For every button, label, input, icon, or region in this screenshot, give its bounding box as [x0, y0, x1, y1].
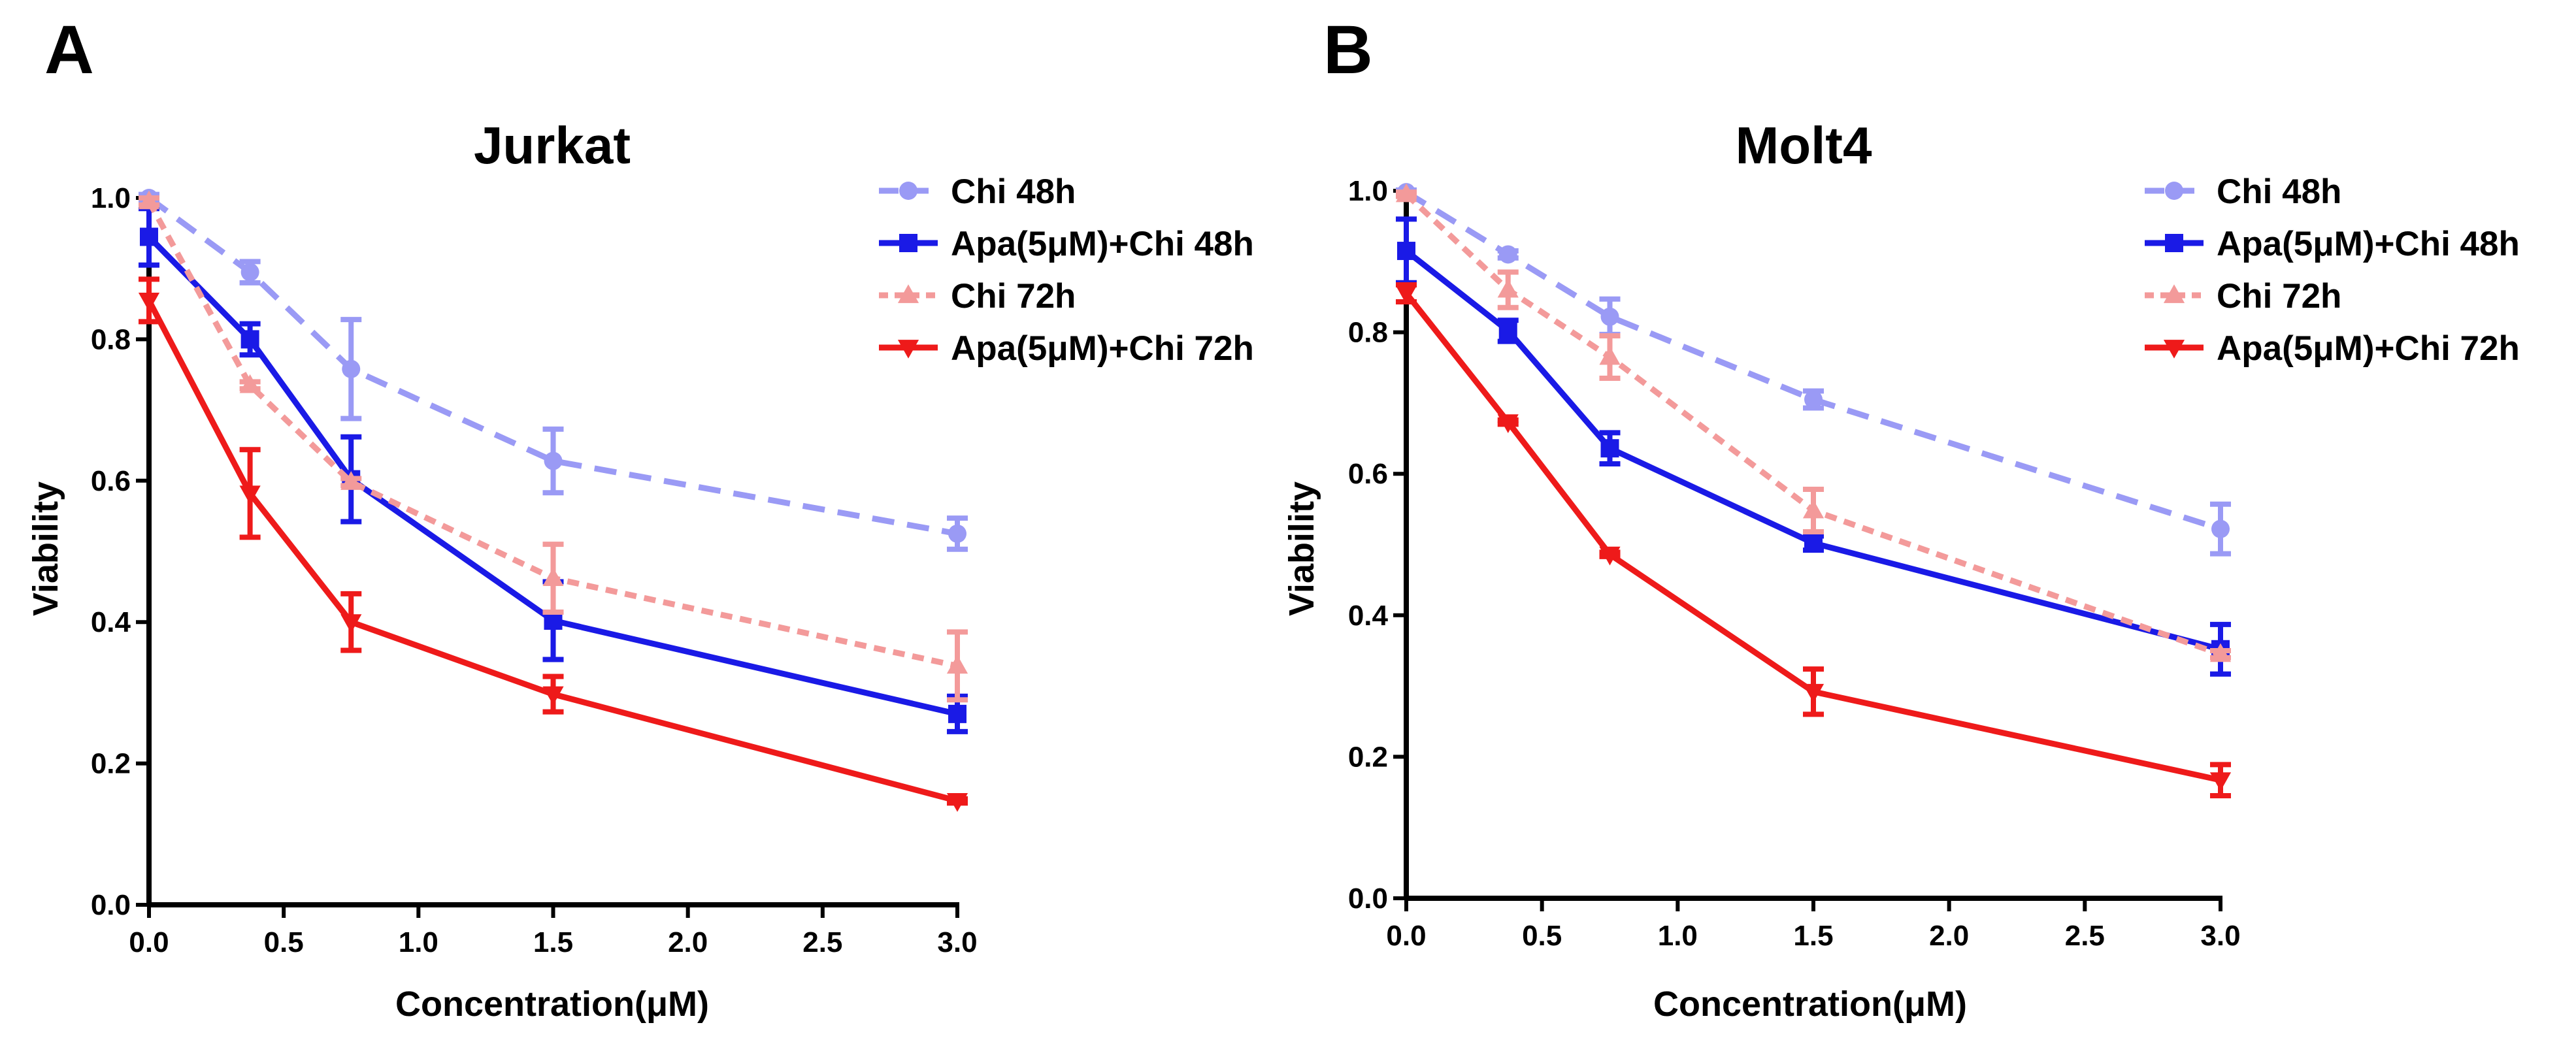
legend-label-1: Chi 48h	[2217, 172, 2341, 211]
x-axis-label-molt4: Concentration(μM)	[1653, 985, 1967, 1024]
x-tick-label: 2.0	[668, 926, 708, 958]
series-2-point	[1600, 439, 1619, 458]
series-4-point	[1395, 285, 1417, 304]
series-1-line	[1404, 189, 2222, 532]
x-tick-label: 1.0	[399, 926, 438, 958]
series-1-point	[240, 263, 259, 282]
legend-label-3: Chi 72h	[951, 277, 1076, 316]
series-4-point	[1802, 683, 1825, 703]
legend-marker-1	[2165, 182, 2183, 200]
series-3-point	[1599, 346, 1621, 365]
series-4-point	[542, 686, 564, 706]
y-tick-label: 0.0	[1348, 883, 1388, 915]
series-4-point	[1599, 546, 1621, 566]
series-1-point	[544, 451, 563, 470]
plot-area-jurkat: 0.0 0.5 1.0 1.5 2.0 2.5 3.0 0.0 0.2 0.4 0.6 0.8 1.0	[91, 182, 978, 958]
x-tick-label: 2.5	[2065, 920, 2105, 952]
y-tick-label: 0.8	[1348, 317, 1388, 349]
series-3-point	[1802, 499, 1825, 519]
chart-title-jurkat: Jurkat	[474, 116, 631, 174]
series-1-point	[948, 524, 966, 543]
legend-jurkat: Chi 48h Apa(5μM)+Chi 48h Chi 72h Apa(5μM)+C…	[879, 172, 1254, 368]
series-1-point	[1804, 390, 1823, 409]
series-4-point	[2209, 772, 2232, 791]
x-tick-label: 0.0	[129, 926, 169, 958]
x-tick-label: 1.5	[1793, 920, 1833, 952]
series-3-point	[239, 374, 261, 393]
series-4-point	[946, 793, 968, 812]
series-1-point	[342, 359, 361, 378]
series-2-point	[1804, 534, 1823, 553]
series-2-point	[240, 330, 259, 349]
series-1-point	[1498, 245, 1517, 264]
y-tick-label: 0.2	[1348, 741, 1388, 773]
series-2-point	[1498, 321, 1517, 340]
series-2-point	[948, 704, 966, 723]
legend-label-4: Apa(5μM)+Chi 72h	[2217, 329, 2520, 368]
x-tick-label: 0.5	[1522, 920, 1562, 952]
series-4-point	[340, 614, 362, 633]
y-tick-label: 1.0	[1348, 175, 1388, 207]
plot-area-molt4: 0.0 0.5 1.0 1.5 2.0 2.5 3.0 0.0 0.2 0.4 0.6 0.8 1.0	[1348, 175, 2241, 952]
legend-marker-4	[2163, 340, 2185, 359]
series-3-point	[138, 190, 160, 210]
series-3-line	[1404, 192, 2222, 657]
y-tick-label: 0.6	[91, 465, 131, 497]
legend-marker-2	[2165, 234, 2183, 252]
x-tick-label: 1.0	[1658, 920, 1698, 952]
legend-marker-3	[897, 284, 919, 303]
series-3-point	[340, 471, 362, 490]
legend-marker-3	[2163, 284, 2185, 303]
x-axis-label-jurkat: Concentration(μM)	[395, 985, 709, 1024]
series-3-point	[542, 567, 564, 587]
y-axis-label-jurkat: Viability	[26, 481, 65, 616]
series-3-line	[146, 200, 958, 669]
legend-label-4: Apa(5μM)+Chi 72h	[951, 329, 1254, 368]
series-3-point	[2209, 643, 2232, 662]
x-tick-label: 0.5	[264, 926, 304, 958]
series-4-point	[138, 292, 160, 312]
series-2-point	[140, 227, 158, 246]
x-tick-label: 1.5	[533, 926, 573, 958]
legend-label-3: Chi 72h	[2217, 277, 2341, 316]
panel-label-b: B	[1323, 12, 1373, 88]
series-1-point	[2211, 519, 2230, 538]
series-3-point	[946, 655, 968, 674]
x-tick-label: 3.0	[937, 926, 977, 958]
y-tick-label: 0.4	[91, 606, 131, 638]
series-3-point	[1395, 183, 1417, 203]
y-tick-label: 0.2	[91, 748, 131, 780]
chart-title-molt4: Molt4	[1736, 116, 1872, 174]
series-1-point	[1600, 307, 1619, 326]
y-tick-label: 1.0	[91, 182, 131, 214]
series-4-point	[239, 485, 261, 505]
legend-label-2: Apa(5μM)+Chi 48h	[2217, 225, 2520, 263]
y-tick-label: 0.4	[1348, 600, 1389, 632]
y-tick-label: 0.8	[91, 323, 131, 355]
y-tick-label: 0.0	[91, 889, 131, 921]
legend-marker-1	[899, 182, 917, 200]
legend-molt4: Chi 48h Apa(5μM)+Chi 48h Chi 72h Apa(5μM)+C…	[2145, 172, 2520, 368]
legend-label-1: Chi 48h	[951, 172, 1076, 211]
legend-marker-4	[897, 340, 919, 359]
series-4-point	[1497, 414, 1519, 433]
y-axis-label-molt4: Viability	[1282, 481, 1321, 616]
x-tick-label: 2.5	[802, 926, 842, 958]
legend-label-2: Apa(5μM)+Chi 48h	[951, 225, 1254, 263]
x-tick-label: 3.0	[2200, 920, 2240, 952]
series-2-point	[1397, 242, 1415, 261]
series-3-point	[1497, 278, 1519, 298]
x-tick-label: 0.0	[1386, 920, 1426, 952]
x-tick-label: 2.0	[1929, 920, 1969, 952]
legend-marker-2	[899, 234, 917, 252]
panel-label-a: A	[44, 12, 94, 88]
y-tick-label: 0.6	[1348, 458, 1388, 490]
